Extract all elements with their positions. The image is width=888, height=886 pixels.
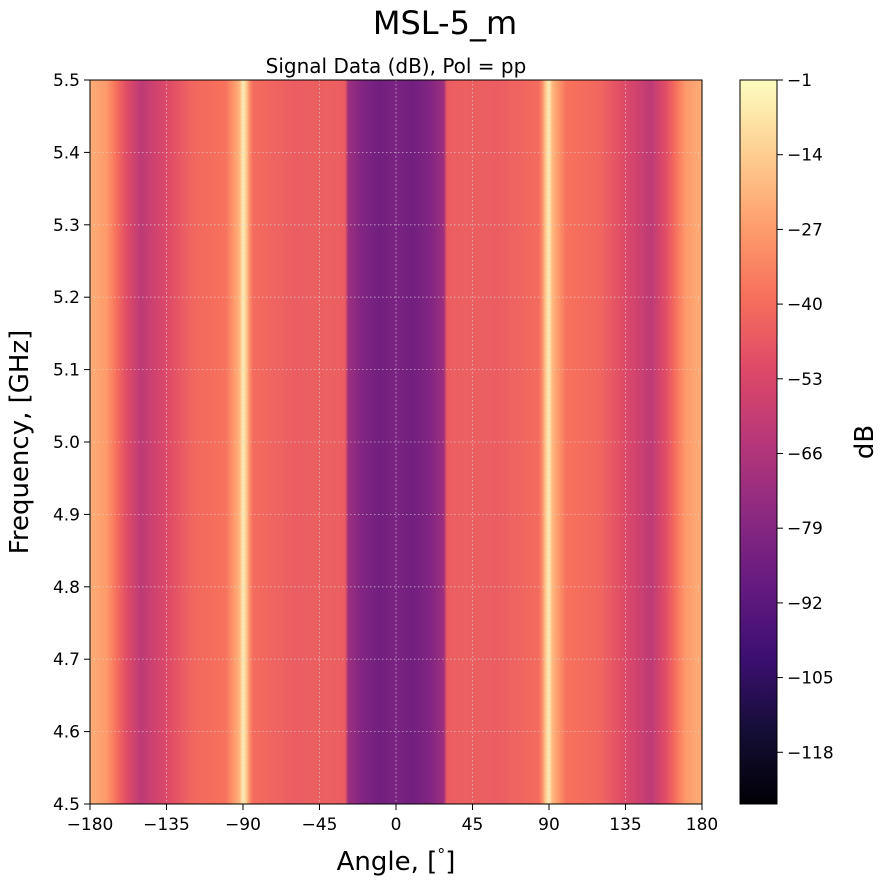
x-tick-label: −180 — [67, 815, 114, 835]
y-axis: 4.5 4.6 4.7 4.8 4.9 5.0 5.1 5.2 5.3 5.4 5.5 — [53, 71, 90, 815]
y-tick-label: 5.1 — [53, 361, 80, 381]
x-tick-label: 0 — [391, 815, 402, 835]
chart-title: Signal Data (dB), Pol = pp — [266, 54, 527, 78]
colorbar-tick-label: −40 — [787, 295, 823, 315]
y-tick-label: 5.3 — [53, 216, 80, 236]
colorbar-tick-label: −118 — [787, 743, 834, 763]
y-tick-label: 5.4 — [53, 143, 80, 163]
y-tick-label: 4.6 — [53, 723, 80, 743]
x-tick-label: 45 — [462, 815, 484, 835]
y-tick-label: 4.9 — [53, 505, 80, 525]
y-axis-label: Frequency, [GHz] — [5, 330, 35, 554]
colorbar-tick-label: −79 — [787, 519, 823, 539]
x-tick-label: 90 — [538, 815, 560, 835]
y-tick-label: 4.7 — [53, 650, 80, 670]
x-axis: −180 −135 −90 −45 0 45 90 135 180 — [67, 804, 718, 835]
colorbar-tick-label: −14 — [787, 146, 823, 166]
colorbar-frame — [739, 79, 778, 805]
y-tick-label: 5.0 — [53, 433, 80, 453]
colorbar-tick-label: −1 — [787, 71, 812, 91]
y-tick-label: 4.8 — [53, 578, 80, 598]
x-axis-label: Angle, [°] — [337, 845, 456, 877]
figure-suptitle: MSL-5_m — [373, 4, 517, 42]
colorbar-tick-label: −92 — [787, 594, 823, 614]
colorbar-tick-label: −105 — [787, 669, 834, 689]
colorbar-ticks: −1 −14 −27 −40 −53 −66 −79 −92 −105 −118 — [777, 71, 834, 763]
y-tick-label: 5.2 — [53, 288, 80, 308]
colorbar-tick-label: −53 — [787, 370, 823, 390]
y-tick-label: 5.5 — [53, 71, 80, 91]
colorbar-label: dB — [850, 425, 880, 459]
grid-lines — [90, 80, 702, 804]
x-tick-label: 135 — [609, 815, 641, 835]
colorbar-fill — [740, 80, 777, 804]
x-tick-label: −45 — [302, 815, 338, 835]
x-tick-label: −90 — [225, 815, 261, 835]
colorbar-tick-label: −66 — [787, 444, 823, 464]
colorbar-tick-label: −27 — [787, 220, 823, 240]
x-tick-label: 180 — [686, 815, 718, 835]
y-tick-label: 4.5 — [53, 795, 80, 815]
x-tick-label: −135 — [143, 815, 190, 835]
colorbar: −1 −14 −27 −40 −53 −66 −79 −92 −105 −118 dB — [739, 71, 880, 805]
plot-area — [89, 79, 703, 805]
